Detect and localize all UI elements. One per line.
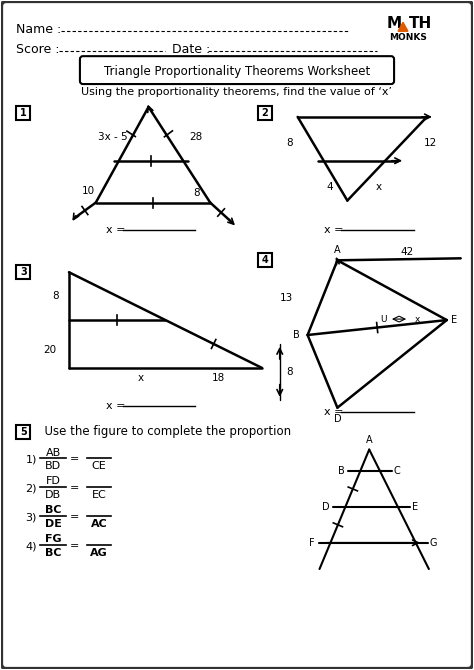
Text: x: x [137, 373, 144, 383]
Text: 18: 18 [211, 373, 225, 383]
FancyBboxPatch shape [16, 106, 30, 120]
Text: 12: 12 [424, 138, 438, 148]
Text: 8: 8 [286, 138, 293, 148]
Text: Date :: Date : [173, 43, 210, 56]
Text: 4: 4 [326, 182, 333, 192]
Text: EC: EC [91, 490, 106, 500]
Text: TH: TH [409, 16, 432, 31]
Text: 8: 8 [53, 291, 59, 301]
Text: x: x [415, 315, 420, 324]
Text: 2): 2) [26, 483, 37, 493]
Text: BC: BC [45, 505, 61, 515]
FancyBboxPatch shape [16, 425, 30, 439]
Text: Use the figure to complete the proportion: Use the figure to complete the proportio… [37, 425, 292, 438]
Text: AG: AG [90, 548, 108, 558]
Text: =: = [70, 454, 80, 464]
Text: 3x - 5: 3x - 5 [98, 132, 128, 142]
Text: Score :: Score : [16, 43, 60, 56]
Text: DB: DB [45, 490, 61, 500]
Text: E: E [412, 502, 418, 512]
FancyBboxPatch shape [16, 265, 30, 279]
Text: 4): 4) [26, 541, 37, 551]
Text: MONKS: MONKS [389, 33, 427, 42]
Text: x =: x = [325, 225, 347, 235]
FancyBboxPatch shape [80, 56, 394, 84]
Text: 8: 8 [193, 188, 200, 198]
Text: C: C [394, 466, 401, 476]
Text: Name :: Name : [16, 23, 62, 36]
Text: 8: 8 [286, 367, 292, 377]
Text: M: M [387, 16, 402, 31]
Text: =: = [70, 541, 80, 551]
Text: x =: x = [325, 407, 347, 417]
Text: 10: 10 [82, 186, 95, 196]
Text: F: F [309, 538, 315, 548]
Text: 1: 1 [20, 108, 27, 118]
Text: 42: 42 [401, 247, 414, 257]
Text: Using the proportionality theorems, find the value of ‘x’: Using the proportionality theorems, find… [82, 87, 392, 97]
Text: =: = [70, 513, 80, 522]
Text: 13: 13 [279, 293, 292, 303]
Text: A: A [366, 435, 373, 444]
Text: 2: 2 [262, 108, 268, 118]
Text: 3: 3 [20, 267, 27, 277]
Text: D: D [334, 413, 341, 423]
Text: A: A [334, 245, 341, 255]
Text: D: D [322, 502, 329, 512]
Text: BD: BD [45, 462, 61, 472]
Polygon shape [398, 22, 408, 31]
Text: x =: x = [106, 225, 129, 235]
Text: 5: 5 [20, 427, 27, 437]
Text: Triangle Proportionality Theorems Worksheet: Triangle Proportionality Theorems Worksh… [104, 64, 370, 78]
Text: 3): 3) [26, 513, 37, 522]
FancyBboxPatch shape [258, 106, 272, 120]
Text: 1): 1) [26, 454, 37, 464]
Text: =: = [70, 483, 80, 493]
Text: DE: DE [45, 519, 62, 529]
Text: E: E [451, 315, 457, 325]
Text: BC: BC [45, 548, 61, 558]
Text: FD: FD [46, 476, 61, 486]
Text: x =: x = [106, 401, 129, 411]
Text: 20: 20 [43, 345, 56, 355]
Text: 4: 4 [262, 255, 268, 265]
Text: x: x [376, 182, 382, 192]
Text: U: U [381, 315, 387, 324]
Text: B: B [337, 466, 345, 476]
FancyBboxPatch shape [258, 253, 272, 267]
Text: AC: AC [91, 519, 107, 529]
Text: CE: CE [91, 462, 106, 472]
Text: G: G [429, 538, 437, 548]
Text: FG: FG [45, 534, 62, 544]
Text: B: B [293, 330, 300, 340]
Text: AB: AB [46, 448, 61, 458]
Text: 28: 28 [190, 132, 203, 142]
